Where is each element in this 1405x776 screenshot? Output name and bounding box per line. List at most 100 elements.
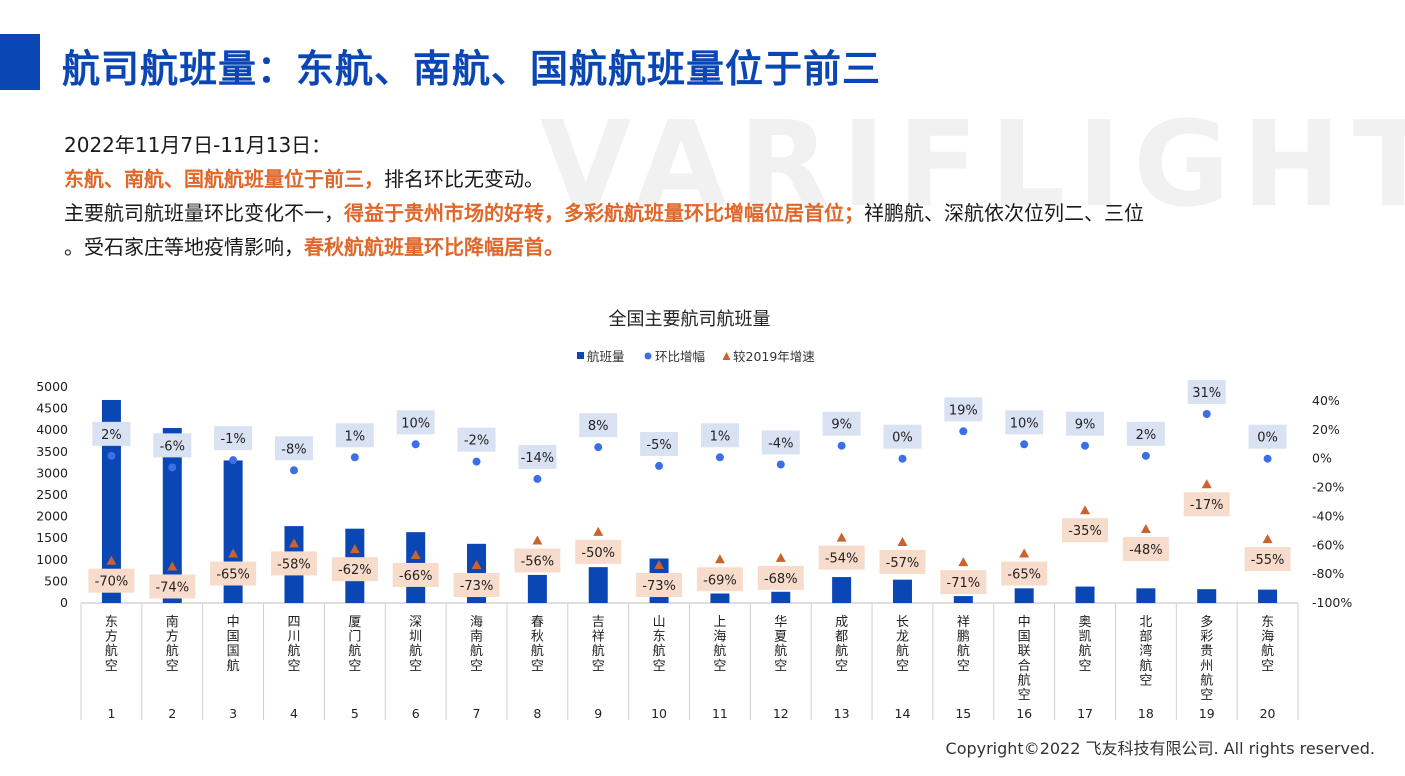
title-accent-bar [0, 34, 40, 90]
category-label-char: 南 [166, 614, 179, 630]
category-label-char: 中 [227, 615, 240, 630]
bar-flights [710, 593, 730, 603]
legend-swatch-dot [644, 352, 652, 360]
category-label-char: 凯 [1079, 630, 1092, 645]
category-label-char: 航 [227, 658, 240, 674]
category-rank: 15 [955, 706, 971, 721]
wow-dot [715, 453, 724, 462]
yoy-label: -73% [460, 579, 494, 594]
category-label-char: 航 [1261, 643, 1274, 659]
wow-dot [472, 457, 481, 466]
wow-label-bg [883, 424, 922, 449]
wow-label-bg [1066, 411, 1105, 436]
yoy-triangle [106, 555, 117, 565]
yoy-label-bg [940, 570, 987, 595]
yoy-label-bg [636, 573, 683, 598]
category-label-char: 贵 [1200, 644, 1213, 659]
wow-label: -4% [768, 436, 793, 451]
yoy-label-bg [88, 568, 135, 593]
category-label-char: 国 [1018, 630, 1031, 645]
yoy-label-bg [270, 551, 317, 576]
yoy-label: -35% [1068, 524, 1102, 539]
yoy-label: -55% [1251, 553, 1285, 568]
category-label-char: 部 [1139, 630, 1152, 645]
category-rank: 18 [1138, 706, 1154, 721]
category-label-char: 彩 [1200, 630, 1213, 645]
category-label-char: 空 [896, 659, 909, 674]
category-rank: 4 [290, 706, 298, 721]
category-label-char: 航 [1200, 672, 1213, 688]
wow-dot [959, 427, 968, 436]
category-label-char: 空 [531, 659, 544, 674]
yoy-triangle [532, 535, 543, 545]
category-label-char: 航 [835, 643, 848, 659]
category-label-char: 川 [287, 630, 300, 645]
wow-label-bg [457, 427, 496, 452]
category-label-char: 空 [166, 659, 179, 674]
copyright: Copyright©2022 飞友科技有限公司. All rights rese… [945, 739, 1375, 758]
category-label-char: 航 [531, 643, 544, 659]
bar-flights [527, 574, 547, 603]
category-label-char: 航 [653, 643, 666, 659]
category-label-char: 航 [1079, 643, 1092, 659]
wow-dot [1141, 451, 1150, 460]
summary-highlight-top3: 东航、南航、国航航班量位于前三， [64, 167, 384, 191]
category-label-char: 航 [1139, 658, 1152, 674]
category-label-char: 国 [227, 630, 240, 645]
bar-flights [832, 577, 852, 603]
wow-label: -8% [281, 442, 306, 457]
wow-dot [655, 461, 664, 470]
category-label-char: 海 [1261, 630, 1274, 645]
wow-label: -6% [160, 439, 185, 454]
yoy-label: -65% [1007, 568, 1041, 583]
wow-label-bg [1005, 410, 1044, 435]
y-right-tick: -80% [1312, 566, 1344, 581]
wow-label: 8% [588, 419, 609, 434]
wow-label-bg [396, 410, 435, 435]
category-label-char: 航 [105, 643, 118, 659]
category-rank: 13 [834, 706, 850, 721]
yoy-label-bg [1001, 561, 1048, 586]
category-label-char: 空 [105, 659, 118, 674]
summary-line-3: 主要航司航班量环比变化不一，得益于贵州市场的好转，多彩航航班量环比增幅位居首位；… [64, 196, 1354, 230]
watermark: VARIFLIGHT [540, 95, 1405, 233]
yoy-triangle [228, 548, 239, 558]
category-label-char: 祥 [592, 630, 605, 645]
category-label-char: 吉 [592, 615, 605, 630]
y-right-tick: -20% [1312, 480, 1344, 495]
summary-text-runnerup: 祥鹏航、深航依次位列二、三位 [864, 201, 1144, 225]
category-label-char: 空 [592, 659, 605, 674]
yoy-label: -56% [521, 555, 555, 570]
category-label-char: 航 [470, 643, 483, 659]
yoy-label: -71% [947, 576, 981, 591]
category-label-char: 航 [166, 643, 179, 659]
category-label-char: 方 [105, 629, 118, 645]
chart-title: 全国主要航司航班量 [609, 309, 771, 330]
summary-text: 2022年11月7日-11月13日： 东航、南航、国航航班量位于前三，排名环比无… [64, 128, 1354, 264]
wow-label-bg [214, 426, 253, 451]
wow-label-bg [944, 397, 983, 422]
wow-label: 2% [1136, 428, 1157, 443]
legend-swatch-bar [577, 352, 584, 359]
category-label-char: 航 [713, 643, 726, 659]
wow-label: 2% [101, 428, 122, 443]
wow-dot [837, 441, 846, 450]
yoy-label-bg [1244, 547, 1291, 572]
category-label-char: 航 [896, 643, 909, 659]
yoy-triangle [958, 557, 969, 567]
category-rank: 19 [1199, 706, 1215, 721]
y-left-tick: 500 [44, 573, 68, 588]
category-rank: 3 [229, 706, 237, 721]
category-label-char: 空 [1018, 688, 1031, 703]
yoy-label-bg [453, 573, 500, 598]
category-label-char: 四 [287, 615, 300, 630]
wow-label-bg [335, 423, 374, 448]
bar-flights [1014, 588, 1034, 603]
bar-flights [1136, 588, 1156, 603]
y-left-tick: 5000 [36, 379, 68, 394]
summary-line-4: 。受石家庄等地疫情影响，春秋航航班量环比降幅居首。 [64, 230, 1354, 264]
yoy-label-bg [1122, 536, 1169, 561]
yoy-label: -58% [277, 557, 311, 572]
category-label-char: 东 [653, 630, 666, 645]
wow-label: 9% [1075, 418, 1096, 433]
